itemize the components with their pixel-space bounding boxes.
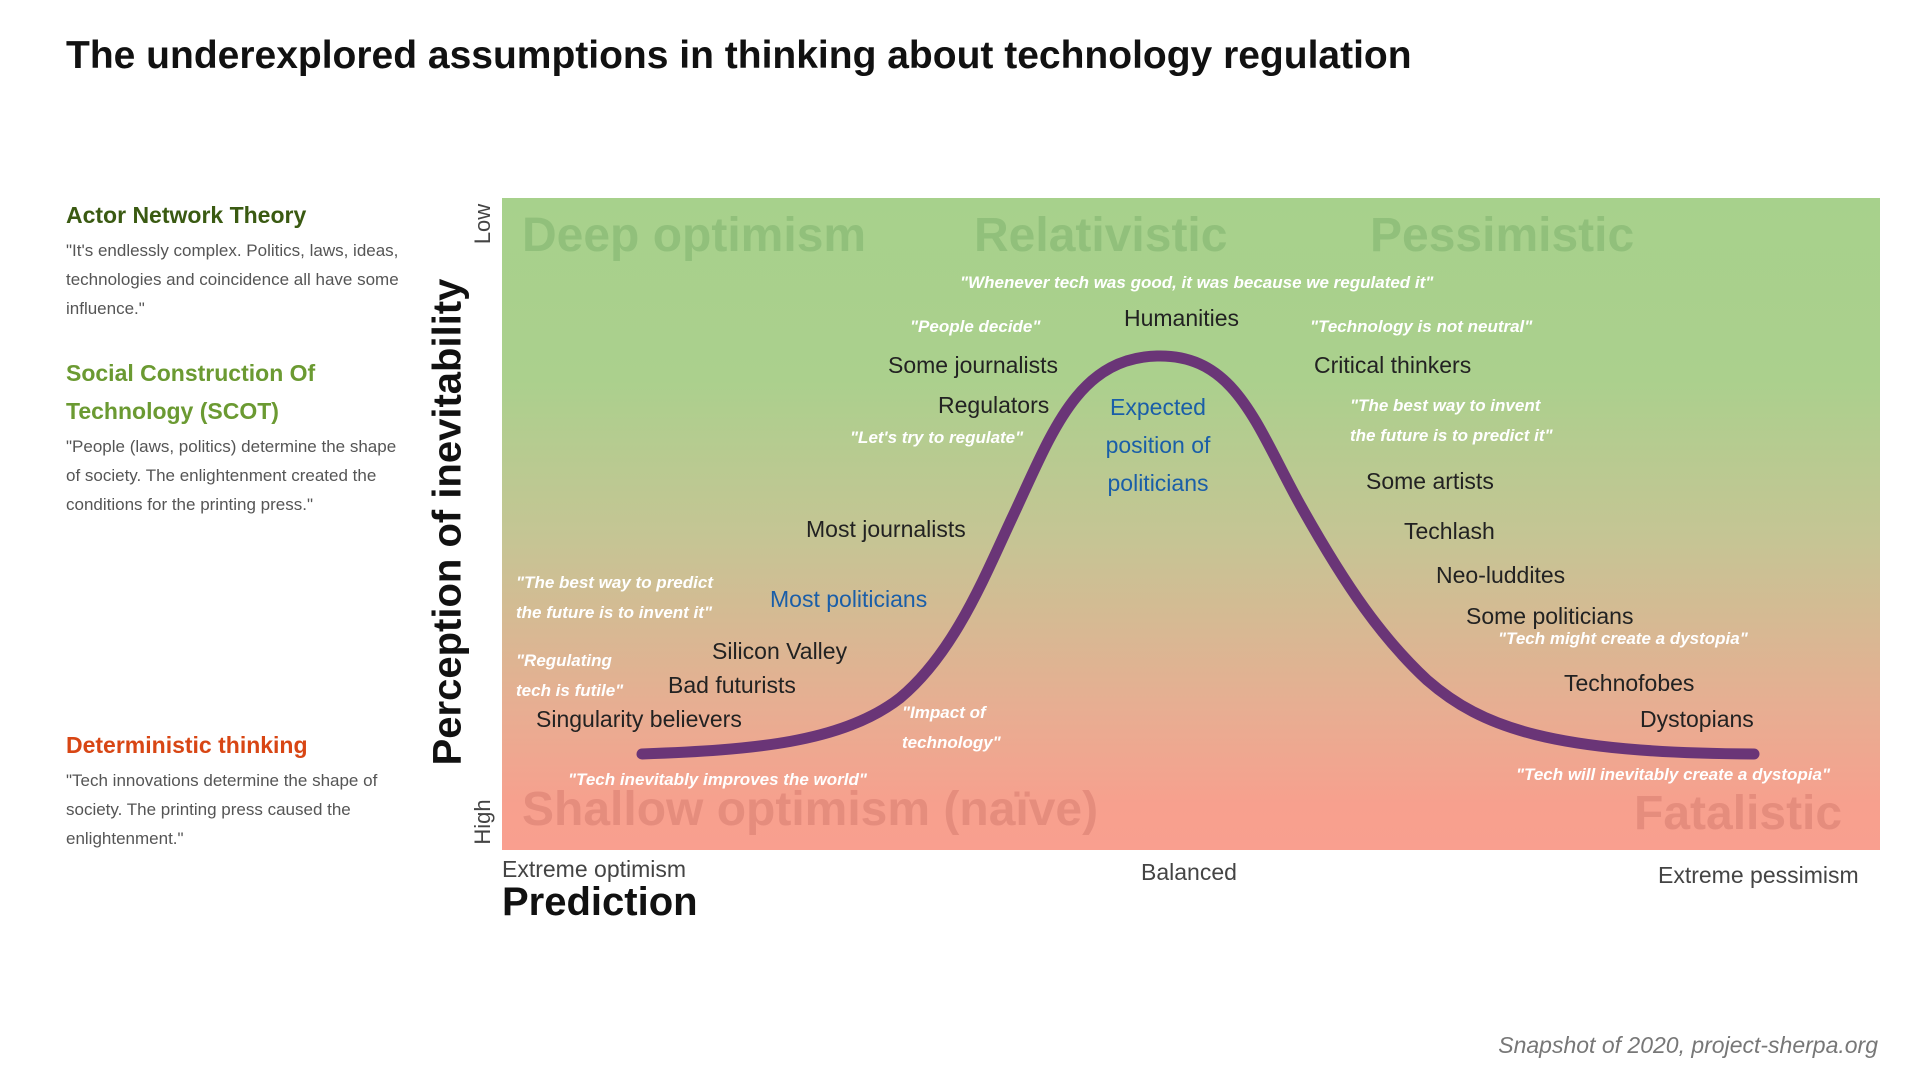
x-axis-right: Extreme pessimism: [1658, 862, 1859, 888]
theory-name: Actor Network Theory: [66, 202, 307, 228]
quote-impact-1: "Impact of: [902, 703, 986, 722]
theory-deterministic: Deterministic thinking "Tech innovations…: [66, 726, 411, 853]
x-axis-middle: Balanced: [1141, 859, 1237, 885]
theory-description: "Tech innovations determine the shape of…: [66, 771, 378, 848]
label-humanities: Humanities: [1124, 305, 1240, 331]
zone-relativistic: Relativistic: [974, 209, 1228, 262]
quote-people-decide: "People decide": [910, 317, 1041, 336]
theory-actor-network: Actor Network Theory "It's endlessly com…: [66, 196, 411, 323]
theory-name: Social Construction Of Technology (SCOT): [66, 360, 316, 424]
label-technofobes: Technofobes: [1564, 670, 1695, 696]
zone-pessimistic: Pessimistic: [1370, 209, 1635, 262]
bell-curve: [636, 350, 1760, 760]
diagram-plot-area: Deep optimism Relativistic Pessimistic S…: [502, 198, 1880, 850]
footer-credit: Snapshot of 2020, project-sherpa.org: [1498, 1032, 1878, 1058]
label-dystopians: Dystopians: [1640, 706, 1754, 732]
label-singularity-believers: Singularity believers: [536, 706, 742, 732]
label-critical-thinkers: Critical thinkers: [1314, 352, 1472, 378]
quote-predict-invent-2: the future is to invent it": [516, 603, 713, 622]
quote-invent-predict-2: the future is to predict it": [1350, 426, 1553, 445]
quote-might-dystopia: "Tech might create a dystopia": [1498, 629, 1748, 648]
theory-description: "People (laws, politics) determine the s…: [66, 437, 397, 514]
quote-improves: "Tech inevitably improves the world": [568, 770, 867, 789]
label-expected-position: Expected position of politicians: [1105, 394, 1211, 496]
quote-try-regulate: "Let's try to regulate": [850, 428, 1024, 447]
quote-predict-invent-1: "The best way to predict: [516, 573, 713, 592]
theory-scot: Social Construction Of Technology (SCOT)…: [66, 354, 411, 519]
quote-invent-predict-1: "The best way to invent: [1350, 396, 1541, 415]
zone-shallow-optimism: Shallow optimism (naïve): [522, 783, 1099, 836]
label-most-journalists: Most journalists: [806, 516, 966, 542]
zone-fatalistic: Fatalistic: [1634, 787, 1843, 840]
label-techlash: Techlash: [1404, 518, 1495, 544]
x-axis-left: Extreme optimism: [502, 856, 687, 882]
label-some-artists: Some artists: [1366, 468, 1494, 494]
label-neo-luddites: Neo-luddites: [1436, 562, 1566, 588]
label-some-journalists: Some journalists: [888, 352, 1059, 378]
quote-will-dystopia: "Tech will inevitably create a dystopia": [1516, 765, 1831, 784]
label-some-politicians: Some politicians: [1466, 603, 1634, 629]
label-silicon-valley: Silicon Valley: [712, 638, 848, 664]
theory-description: "It's endlessly complex. Politics, laws,…: [66, 241, 399, 318]
quote-not-neutral: "Technology is not neutral": [1310, 317, 1533, 336]
bell-curve-svg: [636, 350, 1760, 760]
quote-futile-1: "Regulating: [516, 651, 612, 670]
label-most-politicians: Most politicians: [770, 586, 928, 612]
quote-regulated: "Whenever tech was good, it was because …: [960, 273, 1434, 292]
quote-futile-2: tech is futile": [516, 681, 624, 700]
page-title: The underexplored assumptions in thinkin…: [66, 34, 1412, 77]
zone-deep-optimism: Deep optimism: [522, 209, 867, 262]
theory-name: Deterministic thinking: [66, 732, 308, 758]
x-axis-label: Prediction: [502, 880, 698, 924]
label-bad-futurists: Bad futurists: [668, 672, 796, 698]
quote-impact-2: technology": [902, 733, 1001, 752]
label-regulators: Regulators: [938, 392, 1050, 418]
